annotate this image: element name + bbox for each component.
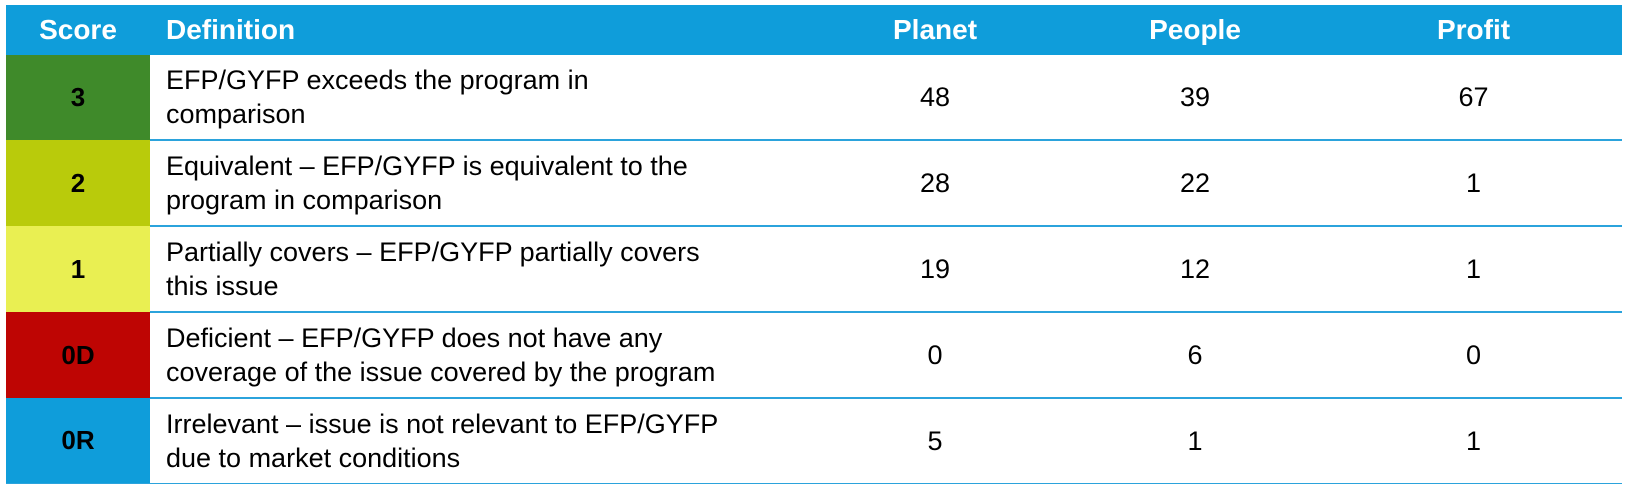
table-header: Score Definition Planet People Profit [6,5,1622,55]
header-row: Score Definition Planet People Profit [6,5,1622,55]
profit-value: 67 [1325,55,1622,141]
score-definition-table: Score Definition Planet People Profit 3 … [6,5,1622,484]
table-row-score-1: 1 Partially covers – EFP/GYFP partially … [6,226,1622,313]
table-row-score-0d: 0D Deficient – EFP/GYFP does not have an… [6,312,1622,399]
table-row-score-0r: 0R Irrelevant – issue is not relevant to… [6,398,1622,484]
definition-line: due to market conditions [166,443,461,473]
people-value: 6 [1065,312,1325,399]
people-value: 12 [1065,226,1325,313]
planet-value: 48 [805,55,1065,141]
definition-line: this issue [166,271,279,301]
score-cell: 0R [6,398,150,484]
score-cell: 0D [6,312,150,398]
planet-value: 0 [805,312,1065,399]
definition-cell: Partially covers – EFP/GYFP partially co… [150,226,805,313]
definition-line: EFP/GYFP exceeds the program in [166,65,589,95]
profit-value: 0 [1325,312,1622,399]
people-value: 1 [1187,425,1203,456]
profit-value: 1 [1325,226,1622,313]
definition-line: Partially covers – EFP/GYFP partially co… [166,237,700,267]
definition-cell: Deficient – EFP/GYFP does not have any c… [150,312,805,399]
definition-line: program in comparison [166,185,443,215]
definition-line: coverage of the issue covered by the pro… [166,357,716,387]
definition-line: comparison [166,99,306,129]
header-score: Score [6,5,150,55]
score-cell: 3 [6,55,150,140]
header-planet: Planet [805,5,1065,55]
header-people: People [1065,5,1325,55]
people-value: 22 [1065,140,1325,227]
planet-value: 5 [927,425,943,456]
definition-line: Equivalent – EFP/GYFP is equivalent to t… [166,151,688,181]
header-profit: Profit [1325,5,1622,55]
definition-cell: Equivalent – EFP/GYFP is equivalent to t… [150,140,805,227]
definition-cell: Irrelevant – issue is not relevant to EF… [150,398,805,484]
planet-value: 19 [805,226,1065,313]
score-cell: 1 [6,226,150,312]
people-value: 39 [1065,55,1325,141]
definition-line: Deficient – EFP/GYFP does not have any [166,323,663,353]
definition-line: Irrelevant – issue is not relevant to EF… [166,409,719,439]
table-body: 3 EFP/GYFP exceeds the program in compar… [6,55,1622,484]
profit-value: 1 [1465,425,1482,456]
header-definition: Definition [150,5,805,55]
planet-value: 28 [805,140,1065,227]
definition-cell: EFP/GYFP exceeds the program in comparis… [150,55,805,141]
score-cell: 2 [6,140,150,226]
profit-value: 1 [1325,140,1622,227]
table-row-score-3: 3 EFP/GYFP exceeds the program in compar… [6,55,1622,141]
table-row-score-2: 2 Equivalent – EFP/GYFP is equivalent to… [6,140,1622,227]
